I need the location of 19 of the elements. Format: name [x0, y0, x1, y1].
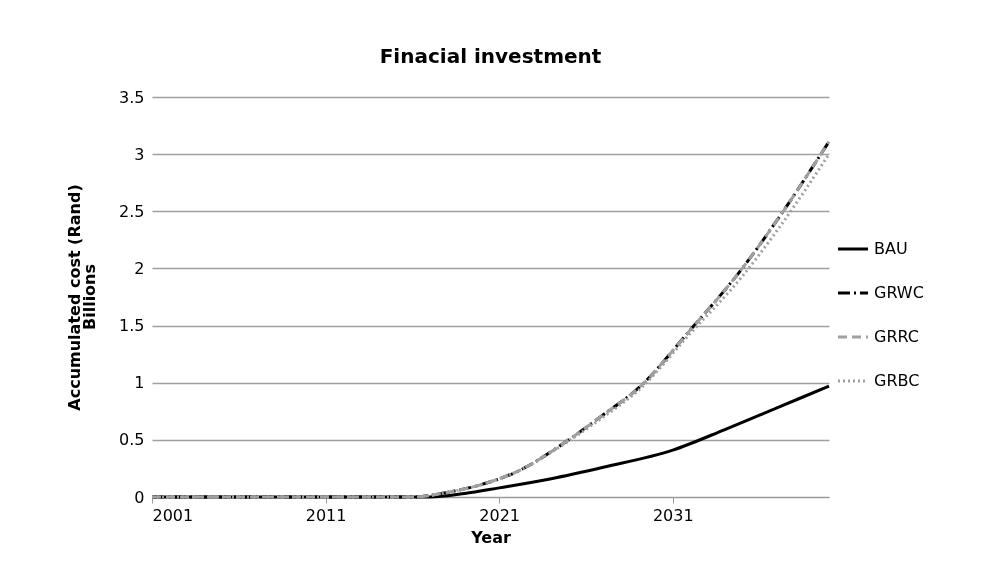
y-tick-label: 2: [134, 258, 145, 278]
chart-title: Finacial investment: [379, 44, 602, 68]
legend-label: GRBC: [874, 371, 920, 390]
x-tick-label: 2001: [152, 505, 194, 525]
y-tick-label: 0: [134, 487, 145, 507]
x-tick-label: 2021: [479, 505, 521, 525]
y-tick-label: 1.5: [119, 316, 145, 336]
y-tick-label: 2.5: [119, 201, 145, 221]
y-tick-label: 3: [134, 144, 145, 164]
y-tick-label: 3.5: [119, 87, 145, 107]
y-tick-label: 1: [134, 373, 145, 393]
y-tick-label: 0.5: [119, 430, 145, 450]
x-tick-label: 2031: [652, 505, 694, 525]
legend-label: GRWC: [874, 283, 924, 302]
text: Billions: [80, 263, 99, 331]
legend-label: BAU: [874, 239, 908, 258]
x-axis-title: Year: [470, 527, 511, 547]
x-tick-label: 2011: [305, 505, 347, 525]
legend-label: GRRC: [874, 327, 920, 346]
